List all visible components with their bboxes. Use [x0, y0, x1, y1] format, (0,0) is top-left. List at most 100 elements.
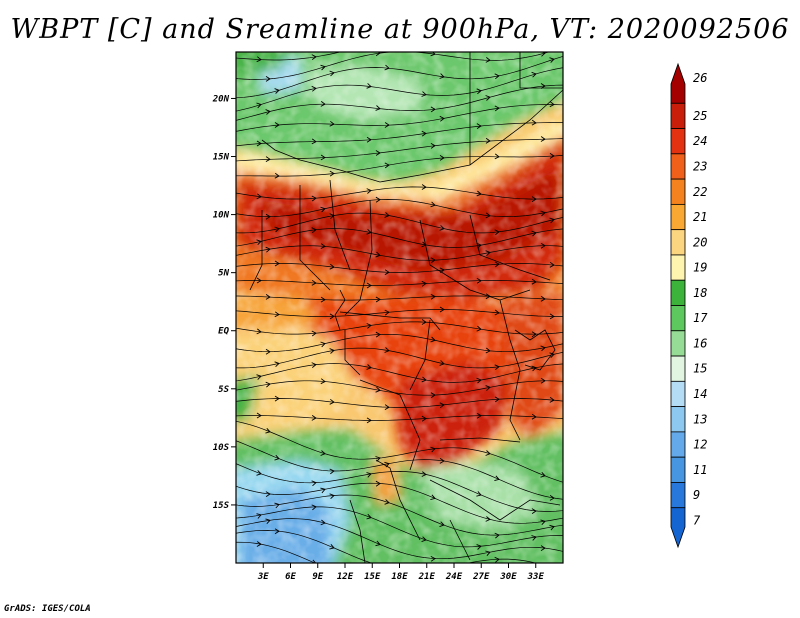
- colorbar-swatch: [670, 254, 686, 281]
- streamline-arrow: [311, 504, 317, 511]
- streamline-arrow: [274, 528, 280, 535]
- streamline-arrow: [476, 491, 482, 497]
- streamline-arrow: [256, 374, 262, 380]
- streamline-arrow: [430, 52, 436, 57]
- streamline-arrow: [384, 122, 390, 128]
- streamline-arrow: [540, 210, 546, 217]
- streamline-arrow: [265, 348, 271, 355]
- streamline: [236, 199, 563, 217]
- streamline-arrow: [494, 475, 500, 482]
- streamline-arrow: [494, 309, 500, 316]
- streamline-arrow: [265, 109, 271, 115]
- streamline-arrow: [311, 227, 317, 233]
- streamline-arrow: [320, 64, 326, 71]
- streamline-arrow: [485, 57, 491, 63]
- colorbar-swatch: [670, 355, 686, 382]
- streamline-arrow: [320, 206, 326, 213]
- streamline-arrow: [485, 516, 491, 522]
- streamline-arrow: [274, 172, 280, 179]
- streamline-arrow: [439, 267, 445, 274]
- streamline-arrow: [320, 487, 326, 494]
- streamline-arrow: [329, 398, 335, 405]
- streamline-arrow: [494, 105, 500, 112]
- streamline-arrow: [485, 95, 491, 101]
- streamline-arrow: [485, 385, 491, 391]
- streamline-arrow: [439, 458, 445, 464]
- streamline-arrow: [476, 277, 482, 284]
- streamline: [236, 295, 563, 301]
- streamline-arrow: [494, 153, 500, 160]
- streamline: [236, 52, 551, 80]
- streamline-arrow: [329, 348, 335, 354]
- streamline-arrow: [265, 294, 271, 300]
- colorbar-swatch: [670, 431, 686, 458]
- streamline-arrow: [311, 362, 317, 368]
- streamline-arrow: [531, 365, 537, 372]
- streamline: [236, 52, 342, 61]
- streamline-arrow: [274, 454, 280, 461]
- streamline-arrow: [430, 143, 436, 149]
- streamline-arrow: [320, 101, 326, 107]
- streamline-arrow: [540, 52, 546, 57]
- streamline-arrow: [329, 263, 335, 270]
- streamline-arrow: [274, 395, 280, 402]
- colorbar-swatch: [670, 128, 686, 155]
- streamline-arrow: [311, 415, 317, 421]
- streamline-arrow: [320, 450, 326, 456]
- streamline-arrow: [531, 119, 537, 126]
- streamline-arrow: [430, 392, 436, 399]
- country-borders: [249, 52, 563, 563]
- y-tick-label: 5S: [218, 385, 229, 395]
- streamline-arrow: [311, 54, 317, 60]
- streamline-arrow: [550, 566, 555, 571]
- grads-credit: GrADS: IGES/COLA: [4, 604, 91, 614]
- colorbar: 26 25 24 23 22 21 20 19 18 17 16 15 14 13 12 11 9 7: [670, 62, 708, 549]
- streamline-arrow: [439, 402, 445, 409]
- streamline-arrow: [311, 480, 317, 487]
- streamline-arrow: [329, 468, 335, 475]
- streamline-arrow: [366, 228, 372, 235]
- streamline-arrow: [549, 495, 555, 501]
- streamline: [236, 440, 563, 500]
- streamline-arrow: [375, 296, 381, 303]
- streamline-arrow: [256, 102, 262, 109]
- streamline-arrow: [329, 170, 335, 177]
- streamline-arrow: [375, 52, 381, 57]
- streamline-arrow: [430, 446, 436, 453]
- streamline: [236, 154, 563, 177]
- streamline-arrow: [532, 38, 536, 43]
- streamline-arrow: [494, 261, 500, 268]
- y-tick-label: 20N: [212, 94, 230, 104]
- streamline-arrow: [311, 195, 317, 202]
- streamline-arrow: [476, 544, 482, 550]
- streamline-arrow: [421, 241, 427, 248]
- streamline-arrow: [274, 88, 280, 94]
- streamline-arrow: [274, 260, 280, 267]
- x-tick-label: 9E: [312, 572, 323, 582]
- streamline-arrow: [476, 190, 482, 197]
- streamline-arrow: [256, 513, 262, 519]
- colorbar-swatch: [670, 330, 686, 357]
- streamline-arrow: [384, 212, 390, 218]
- streamline-arrow: [256, 328, 262, 335]
- streamline-arrow: [439, 73, 445, 79]
- streamline-arrow: [531, 535, 537, 541]
- colorbar-swatch: [670, 456, 686, 483]
- streamline-arrow: [311, 330, 317, 337]
- streamline-arrow: [540, 519, 546, 526]
- streamline-arrow: [439, 360, 445, 366]
- streamline-arrow: [421, 536, 427, 543]
- streamline: [236, 212, 563, 234]
- colorbar-label: 7: [693, 513, 701, 527]
- colorbar-label: 26: [693, 71, 707, 85]
- streamline-arrow: [384, 461, 390, 468]
- streamline: [236, 415, 563, 421]
- colorbar-swatch: [670, 229, 686, 256]
- streamline: [236, 541, 316, 563]
- streamline-arrow: [549, 352, 555, 359]
- streamline-arrow: [375, 480, 381, 487]
- streamline-arrow: [311, 138, 317, 145]
- colorbar-swatch: [670, 62, 686, 104]
- streamline-arrow: [384, 162, 390, 169]
- streamline-arrow: [329, 70, 335, 77]
